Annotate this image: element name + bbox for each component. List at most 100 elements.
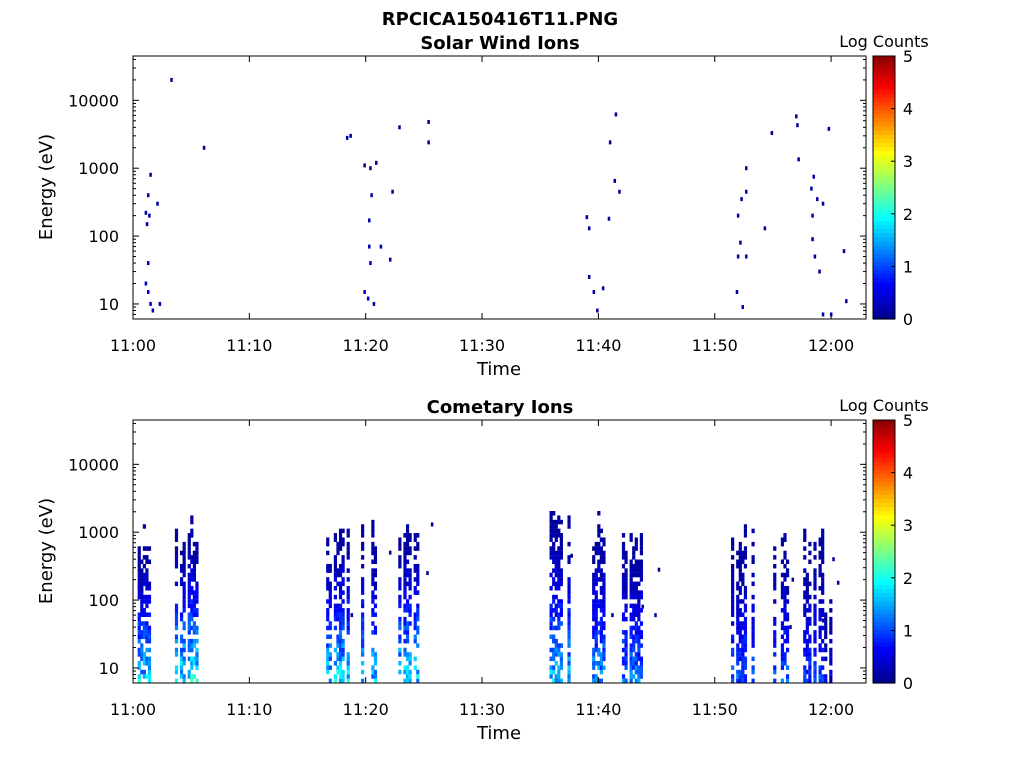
colorbar-segment: [873, 530, 895, 536]
heatmap-cell: [398, 581, 402, 587]
heatmap-cell: [637, 612, 641, 617]
heatmap-cell: [192, 563, 197, 569]
heatmap-cell: [140, 572, 144, 578]
heatmap-cell: [137, 594, 141, 600]
heatmap-cell: [187, 674, 191, 679]
heatmap-cell: [813, 621, 817, 626]
heatmap-cell: [818, 541, 822, 547]
colorbar-segment: [873, 440, 895, 446]
heatmap-cell: [549, 511, 553, 516]
heatmap-cell: [187, 563, 191, 569]
panel-title: Cometary Ions: [427, 397, 574, 418]
heatmap-cell: [149, 301, 152, 306]
heatmap-cell: [559, 577, 563, 582]
heatmap-cell: [403, 638, 407, 644]
heatmap-cell: [567, 678, 571, 684]
heatmap-cell: [602, 585, 606, 591]
heatmap-cell: [629, 678, 633, 684]
heatmap-cell: [629, 603, 633, 609]
colorbar-segment: [873, 539, 895, 544]
x-axis-label: Time: [476, 723, 521, 744]
heatmap-cell: [140, 603, 144, 609]
heatmap-cell: [144, 281, 148, 286]
heatmap-cell: [773, 577, 777, 582]
heatmap-cell: [731, 612, 735, 617]
heatmap-cell: [180, 652, 184, 657]
heatmap-cell: [639, 559, 644, 565]
heatmap-cell: [182, 590, 186, 595]
heatmap-cell: [398, 559, 402, 565]
heatmap-cell: [346, 568, 350, 573]
heatmap-cell: [743, 647, 748, 653]
heatmap-cell: [821, 638, 825, 644]
heatmap-cell: [182, 568, 186, 573]
heatmap-cell: [657, 567, 661, 572]
heatmap-cell: [137, 647, 141, 653]
heatmap-cell: [629, 660, 633, 666]
heatmap-cell: [328, 652, 332, 657]
heatmap-cell: [736, 608, 740, 613]
heatmap-cell: [743, 634, 748, 640]
heatmap-cell: [632, 674, 636, 679]
heatmap-cell: [192, 577, 197, 582]
heatmap-cell: [559, 652, 563, 657]
heatmap-cell: [783, 630, 787, 635]
heatmap-cell: [346, 550, 350, 556]
heatmap-cell: [187, 555, 191, 560]
heatmap-cell: [813, 665, 817, 670]
heatmap-cell: [783, 616, 787, 622]
heatmap-cell: [821, 533, 825, 538]
heatmap-cell: [371, 568, 375, 573]
colorbar-segment: [873, 432, 895, 438]
heatmap-cell: [408, 674, 412, 679]
heatmap-cell: [190, 599, 194, 604]
heatmap-cell: [333, 647, 338, 653]
heatmap-cell: [142, 572, 146, 578]
heatmap-cell: [398, 669, 402, 675]
heatmap-cell: [570, 553, 574, 558]
heatmap-cell: [773, 616, 777, 622]
heatmap-cell: [731, 603, 735, 609]
colorbar-segment: [873, 257, 895, 263]
colorbar-segment: [873, 306, 895, 312]
heatmap-cell: [813, 660, 817, 666]
heatmap-cell: [602, 638, 606, 644]
heatmap-cell: [738, 585, 742, 591]
colorbar-segment: [873, 629, 895, 635]
heatmap-cell: [805, 572, 809, 578]
heatmap-cell: [602, 603, 606, 609]
heatmap-cell: [738, 678, 742, 684]
heatmap-cell: [413, 638, 417, 644]
colorbar-segment: [873, 269, 895, 275]
heatmap-cell: [195, 599, 199, 604]
heatmap-cell: [182, 678, 186, 684]
heatmap-cell: [741, 612, 745, 617]
colorbar-segment: [873, 97, 895, 102]
heatmap-cell: [785, 572, 790, 578]
heatmap-cell: [403, 533, 407, 538]
heatmap-cell: [145, 634, 149, 640]
heatmap-cell: [346, 625, 350, 631]
heatmap-cell: [743, 528, 748, 534]
heatmap-cell: [137, 577, 141, 582]
heatmap-cell: [813, 669, 817, 675]
colorbar-segment: [873, 502, 895, 507]
heatmap-cell: [147, 656, 152, 662]
heatmap-cell: [624, 572, 628, 578]
heatmap-cell: [190, 656, 194, 662]
heatmap-cell: [416, 568, 420, 573]
colorbar-segment: [873, 191, 895, 197]
heatmap-cell: [731, 647, 735, 653]
heatmap-cell: [427, 119, 430, 124]
heatmap-cell: [333, 660, 338, 666]
heatmap-cell: [594, 568, 598, 573]
heatmap-cell: [552, 541, 556, 547]
heatmap-cell: [341, 625, 345, 631]
heatmap-cell: [632, 568, 636, 573]
y-tick-label: 10: [99, 295, 119, 314]
colorbar-segment: [873, 232, 895, 238]
heatmap-cell: [142, 563, 146, 569]
heatmap-cell: [783, 660, 787, 666]
heatmap-cell: [557, 621, 561, 626]
heatmap-cell: [192, 674, 197, 679]
